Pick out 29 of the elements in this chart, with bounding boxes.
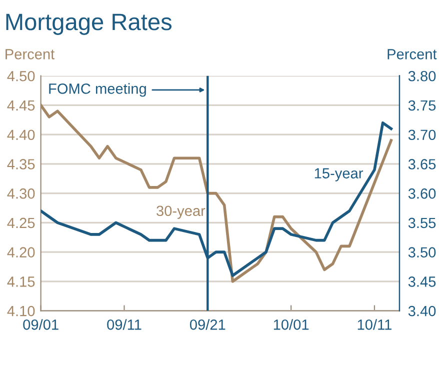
x-tick-label: 09/21	[190, 319, 226, 330]
y2-tick-label: 3.50	[408, 247, 436, 258]
x-tick-label: 09/11	[107, 319, 142, 330]
y2-axis-title: Percent	[388, 49, 437, 60]
y-axis-title: Percent	[6, 49, 55, 60]
y2-tick-label: 3.65	[408, 159, 436, 170]
y2-tick-label: 3.45	[408, 276, 436, 287]
y2-tick-label: 3.55	[408, 218, 436, 228]
y-tick-label: 4.25	[7, 218, 35, 228]
y-tick-label: 4.45	[7, 100, 35, 111]
y2-tick-label: 3.40	[408, 306, 436, 316]
y2-tick-label: 3.80	[408, 70, 436, 82]
y2-tick-label: 3.60	[408, 188, 436, 199]
x-tick-label: 10/01	[274, 319, 309, 330]
series-label: 15-year	[314, 168, 363, 182]
y-tick-label: 4.30	[7, 188, 35, 199]
x-tick-label: 09/01	[23, 319, 58, 330]
y-tick-label: 4.50	[7, 70, 35, 82]
y-tick-label: 4.20	[7, 247, 35, 258]
y-tick-label: 4.10	[7, 306, 35, 316]
y2-tick-label: 3.75	[408, 100, 436, 111]
chart-title: Mortgage Rates	[6, 14, 172, 35]
series-label: 30-year	[156, 206, 206, 219]
y-tick-label: 4.15	[7, 276, 35, 287]
ref-line-label: FOMC meeting	[49, 83, 146, 97]
y-tick-label: 4.40	[7, 130, 35, 140]
x-tick-label: 10/11	[358, 319, 392, 330]
y-tick-label: 4.35	[7, 159, 35, 170]
y2-tick-label: 3.70	[408, 130, 436, 140]
